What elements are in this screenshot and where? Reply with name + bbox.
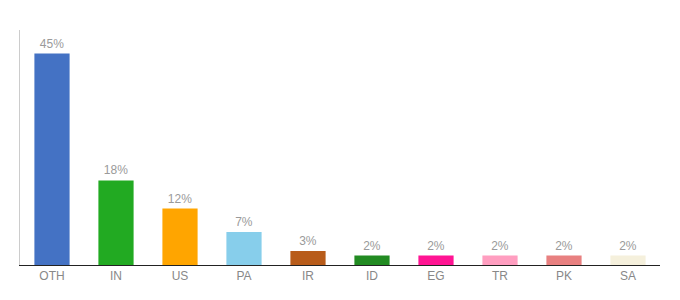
svg-text:12%: 12% bbox=[168, 192, 192, 206]
svg-text:PK: PK bbox=[556, 269, 572, 283]
svg-text:3%: 3% bbox=[299, 234, 317, 248]
svg-text:2%: 2% bbox=[491, 239, 509, 253]
svg-text:2%: 2% bbox=[427, 239, 445, 253]
svg-text:OTH: OTH bbox=[39, 269, 64, 283]
svg-text:18%: 18% bbox=[104, 163, 128, 177]
svg-text:US: US bbox=[172, 269, 189, 283]
svg-text:TR: TR bbox=[492, 269, 508, 283]
svg-text:2%: 2% bbox=[363, 239, 381, 253]
svg-text:2%: 2% bbox=[555, 239, 573, 253]
svg-text:SA: SA bbox=[620, 269, 636, 283]
svg-text:IR: IR bbox=[302, 269, 314, 283]
svg-text:IN: IN bbox=[110, 269, 122, 283]
svg-text:EG: EG bbox=[427, 269, 444, 283]
svg-text:2%: 2% bbox=[619, 239, 637, 253]
svg-text:PA: PA bbox=[236, 269, 251, 283]
svg-text:7%: 7% bbox=[235, 215, 253, 229]
svg-text:ID: ID bbox=[366, 269, 378, 283]
svg-text:45%: 45% bbox=[40, 37, 64, 51]
